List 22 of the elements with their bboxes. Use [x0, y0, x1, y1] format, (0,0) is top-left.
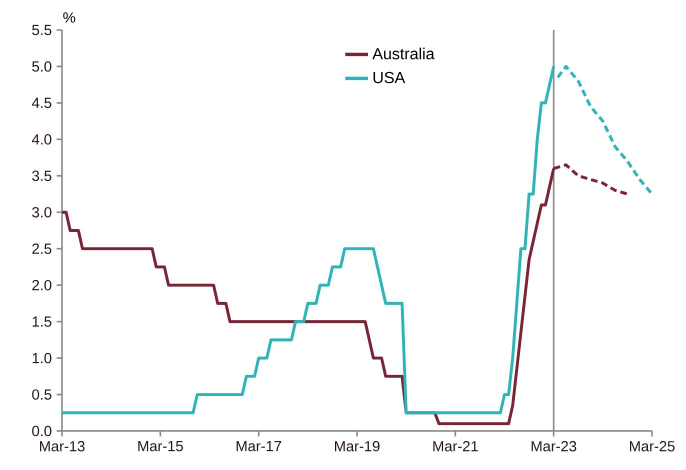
legend-label: Australia: [372, 48, 435, 60]
y-tick-label: 0.5: [32, 389, 52, 400]
y-tick-label: 0.0: [32, 426, 52, 436]
y-tick-label: 5.5: [32, 24, 52, 36]
legend-label: USA: [374, 72, 406, 84]
x-tick-label: Mar-17: [236, 441, 282, 452]
x-tick-label: Mar-19: [334, 441, 380, 452]
y-tick-label: 1.5: [32, 316, 52, 327]
y-tick-label: 3.0: [32, 207, 52, 218]
x-tick-label: Mar-15: [138, 441, 183, 452]
y-tick-label: 4.0: [32, 134, 52, 145]
y-tick-label: 2.0: [32, 280, 52, 290]
y-tick-label: 3.5: [32, 170, 52, 182]
x-tick-label: Mar-25: [630, 441, 675, 452]
y-tick-label: 5.0: [32, 61, 52, 72]
x-tick-label: Mar-21: [433, 441, 478, 452]
y-axis-title: %: [63, 12, 76, 23]
y-tick-label: 1.0: [32, 352, 52, 364]
y-tick-label: 4.5: [32, 98, 52, 108]
x-tick-label: Mar-13: [40, 441, 85, 452]
x-tick-label: Mar-23: [532, 441, 576, 452]
y-tick-label: 2.5: [32, 244, 52, 254]
